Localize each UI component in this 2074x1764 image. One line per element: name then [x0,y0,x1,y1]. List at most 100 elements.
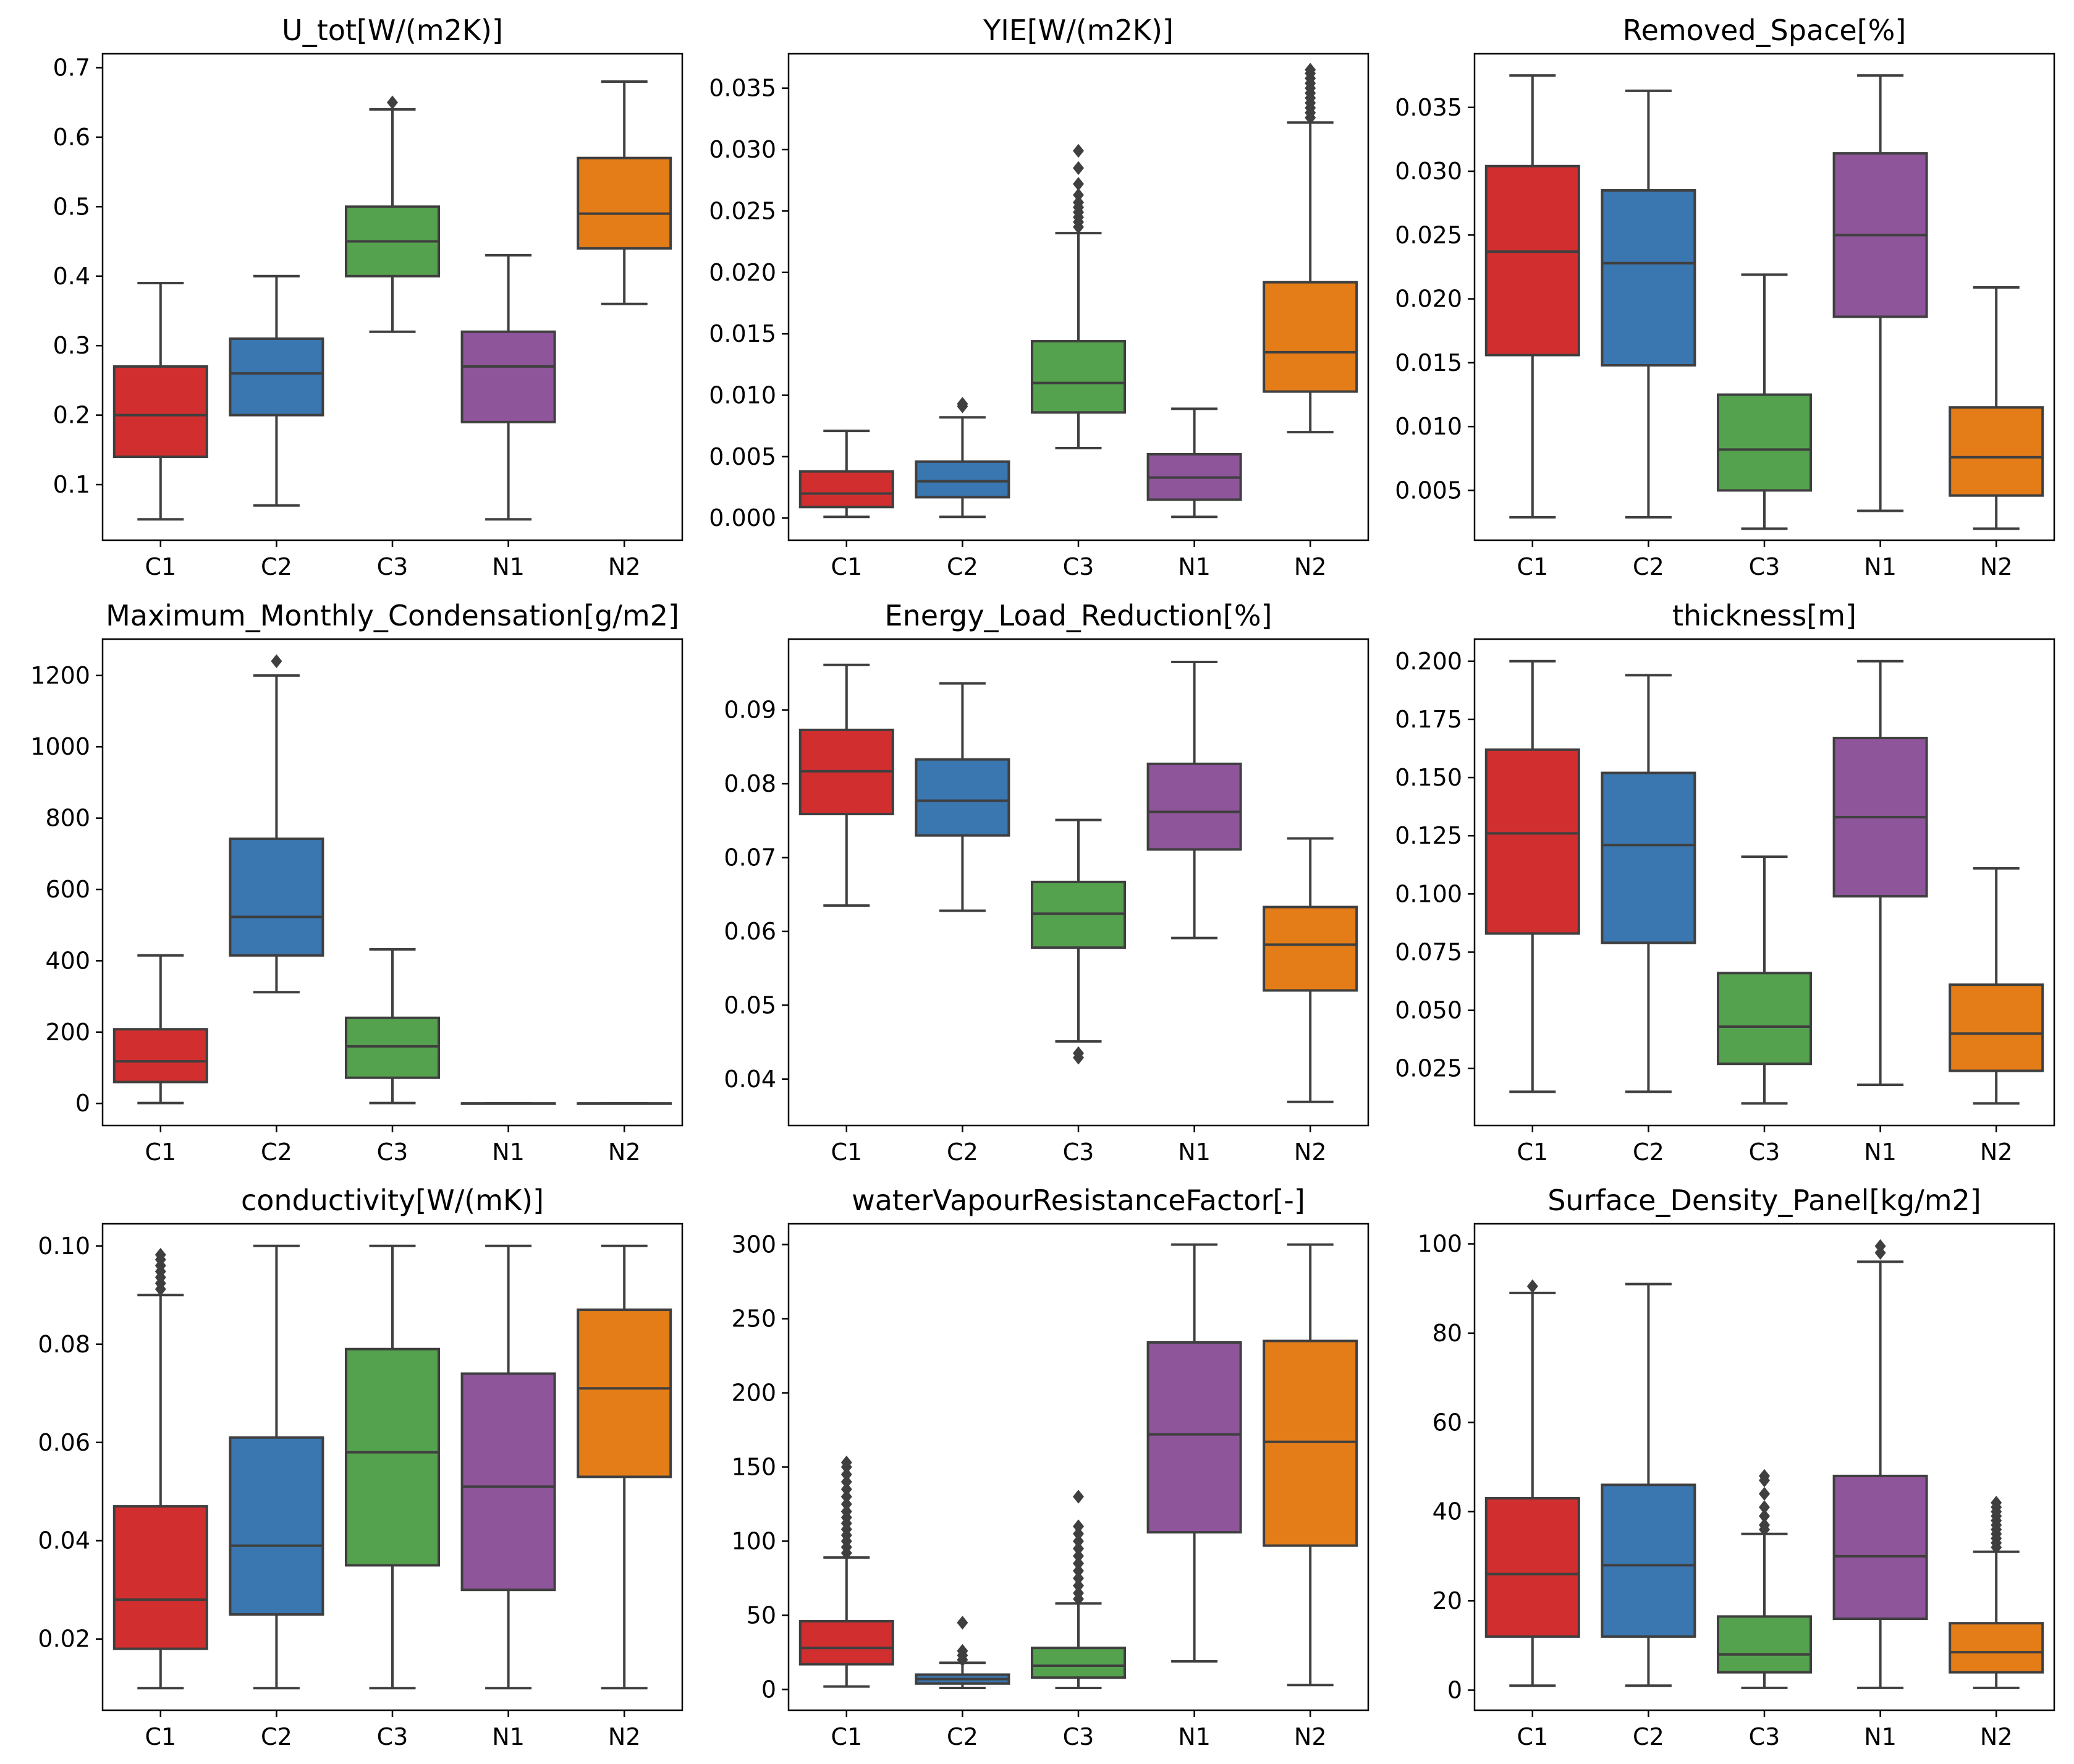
y-tick-label: 0.100 [1395,880,1462,907]
box-c3 [1717,273,1812,530]
panel-3: Removed_Space[%] 0.005 0.010 0.015 0.020 0.02… [1395,14,2055,580]
outlier-point [1073,143,1084,158]
box-iqr [1263,281,1358,393]
x-tick-label: C2 [261,1139,292,1166]
y-tick-label: 200 [45,1019,90,1046]
outlier-point [1759,1469,1770,1483]
outlier-point [1305,62,1316,77]
x-tick-label: C1 [145,1723,176,1750]
panel-title: conductivity[W/(mK)] [241,1184,544,1217]
box-iqr [1949,983,2044,1072]
box-iqr [229,337,324,417]
box-iqr [1263,1339,1358,1547]
y-tick-label: 0.10 [38,1232,90,1260]
panel-title: waterVapourResistanceFactor[-] [852,1184,1305,1217]
panel-4: Maximum_Monthly_Condensation[g/m2] 0 200 40… [30,599,684,1166]
y-tick-label: 0.015 [709,320,776,347]
outlier-point [1991,1496,2002,1510]
y-tick-label: 0.030 [709,136,776,163]
y-tick-label: 0.4 [53,263,90,290]
box-n1 [1832,659,1928,1087]
box-iqr [1717,393,1812,492]
y-tick-label: 0.5 [53,193,90,220]
y-tick-label: 0.025 [1395,221,1462,248]
outlier-point [1073,1579,1084,1593]
box-c1 [112,1247,208,1690]
box-iqr [229,1436,324,1616]
box-c3 [345,948,440,1105]
x-tick-label: N2 [1294,1723,1327,1750]
x-tick-label: C3 [377,1723,408,1750]
box-iqr [1717,972,1812,1066]
panel-title: Removed_Space[%] [1623,14,1907,47]
box-n1 [460,254,556,521]
y-tick-label: 0.2 [53,402,90,429]
box-n2 [1263,837,1358,1103]
y-tick-label: 0.08 [724,770,776,797]
y-tick-label: 0.035 [1395,94,1462,121]
outlier-point [1073,1541,1084,1556]
box-n1 [460,1102,556,1105]
box-iqr [1601,189,1696,367]
box-iqr [577,156,672,250]
x-tick-label: C3 [1063,553,1094,580]
box-iqr [1146,1341,1242,1534]
x-tick-label: C3 [377,553,408,580]
y-tick-label: 0.04 [38,1527,90,1554]
y-tick-label: 200 [731,1380,776,1407]
y-tick-label: 800 [45,805,90,832]
outlier-point [840,1475,852,1489]
box-iqr [1031,340,1126,414]
y-tick-label: 0.010 [1395,413,1462,440]
outlier-point [957,397,968,411]
box-n1 [1146,661,1242,939]
x-tick-label: C3 [1063,1139,1094,1166]
panel-6: thickness[m] 0.025 0.050 0.075 0.100 0.125 0.1… [1395,599,2055,1166]
box-c3 [1031,1490,1126,1690]
box-n1 [1146,1243,1242,1663]
x-tick-label: N2 [1980,553,2013,580]
outlier-point [840,1456,852,1470]
box-c3 [1031,818,1126,1065]
y-tick-label: 50 [747,1601,776,1629]
axes-frame [101,1223,684,1711]
box-c1 [1484,1279,1580,1687]
y-tick-label: 0.050 [1395,997,1462,1024]
box-iqr [1031,1647,1126,1679]
outlier-point [957,1616,968,1630]
y-tick-label: 0.02 [38,1626,90,1653]
x-tick-label: N1 [1864,1139,1897,1166]
y-tick-label: 1200 [30,662,90,689]
y-tick-label: 0 [1447,1677,1462,1704]
outlier-point [1073,1534,1084,1548]
y-tick-label: 0.020 [1395,286,1462,313]
box-c1 [112,282,208,521]
outlier-point [1073,1519,1084,1533]
box-n1 [1832,1239,1928,1689]
x-tick-label: C2 [947,553,978,580]
outlier-point [1073,195,1084,210]
x-tick-label: C1 [145,553,176,580]
panel-8: waterVapourResistanceFactor[-] 0 50 100 150 2… [731,1184,1369,1750]
box-c1 [798,1456,894,1688]
box-c2 [1601,89,1696,519]
x-tick-label: C2 [1633,1723,1664,1750]
outlier-point [1073,1564,1084,1578]
y-tick-label: 0.125 [1395,822,1462,849]
y-tick-label: 150 [731,1454,776,1481]
y-tick-label: 1000 [30,733,90,760]
box-c2 [229,1244,324,1690]
box-n1 [1832,74,1928,512]
outlier-point [840,1490,852,1504]
outlier-point [1526,1279,1538,1294]
box-c3 [1717,855,1812,1105]
box-iqr [345,1016,440,1079]
y-tick-label: 0.06 [724,918,776,945]
box-iqr [1601,771,1696,944]
y-tick-label: 0.015 [1395,349,1462,376]
outlier-point [1073,1571,1084,1585]
panel-title: YIE[W/(m2K)] [983,14,1174,47]
y-tick-label: 40 [1433,1498,1462,1525]
y-tick-label: 0.005 [709,443,776,470]
